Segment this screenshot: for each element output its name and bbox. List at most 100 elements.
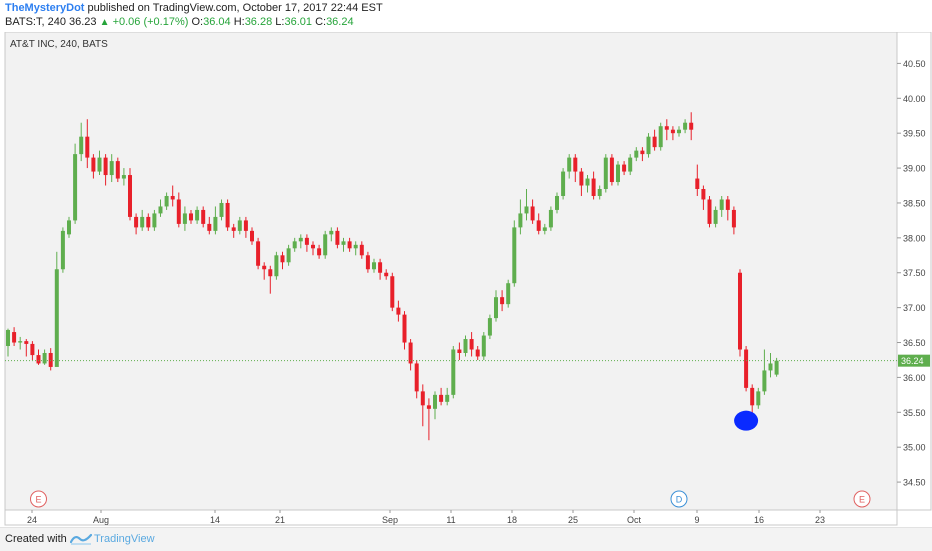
candle-body	[744, 349, 749, 388]
candle-body	[750, 387, 755, 406]
y-tick-label: 36.50	[903, 338, 926, 348]
candle-body	[506, 283, 511, 305]
x-tick-label: Oct	[627, 515, 642, 525]
candle-body	[54, 269, 59, 367]
candle-body	[445, 394, 450, 402]
candle-body	[304, 237, 309, 245]
y-tick-label: 38.00	[903, 233, 926, 243]
plot-area[interactable]	[4, 32, 898, 511]
candle-body	[457, 349, 462, 353]
candle-body	[152, 213, 157, 228]
candle-body	[372, 262, 376, 270]
x-tick-label: 24	[27, 515, 37, 525]
y-tick-label: 36.00	[903, 373, 926, 383]
x-tick-label: Sep	[382, 515, 398, 525]
x-tick-label: 9	[694, 515, 699, 525]
candle-body	[756, 391, 761, 406]
candle-body	[542, 227, 547, 231]
candle-body	[12, 332, 17, 343]
candle-body	[402, 314, 407, 343]
x-tick-label: 23	[815, 515, 825, 525]
candle-body	[170, 195, 175, 200]
candle-body	[323, 234, 328, 256]
candle-body	[85, 136, 90, 158]
symbol-quote-bar: BATS:T, 240 36.23 ▲ +0.06 (+0.17%) O:36.…	[5, 16, 354, 28]
candle-body	[42, 352, 47, 364]
candle-body	[73, 154, 78, 221]
tradingview-logo-icon[interactable]	[69, 532, 93, 551]
candle-body	[408, 342, 413, 364]
candle-body	[487, 318, 492, 336]
candle-body	[36, 355, 41, 364]
candle-body	[695, 178, 700, 190]
candle-body	[164, 195, 169, 207]
candle-body	[18, 341, 23, 343]
y-tick-label: 34.50	[903, 478, 926, 488]
last-price: 36.23	[69, 16, 97, 28]
y-tick-label: 40.00	[903, 94, 926, 104]
candle-body	[225, 202, 230, 228]
candle-body	[713, 209, 718, 224]
candle-body	[341, 241, 346, 245]
candle-body	[146, 216, 151, 228]
candle-body	[433, 394, 437, 409]
price-change: +0.06 (+0.17%)	[112, 16, 189, 28]
candle-body	[579, 171, 584, 186]
y-tick-label: 39.50	[903, 129, 926, 139]
price-chart[interactable]: AT&T INC, 240, BATS 34.50 35.00 35.50 36.00…	[0, 32, 932, 526]
candle-body	[616, 164, 620, 183]
close-value: 36.24	[326, 16, 354, 28]
tradingview-link[interactable]: TradingView	[94, 533, 155, 545]
candle-body	[207, 223, 212, 231]
candle-body	[365, 255, 370, 270]
x-tick-label: 21	[275, 515, 285, 525]
candle-body	[426, 405, 431, 409]
candle-body	[24, 341, 29, 344]
candle-body	[591, 178, 596, 196]
y-tick-label: 38.50	[903, 198, 926, 208]
author-link[interactable]: TheMysteryDot	[5, 2, 85, 14]
candle-body	[134, 216, 139, 228]
candle-body	[738, 272, 742, 350]
candle-body	[359, 244, 364, 256]
candle-body	[719, 199, 724, 210]
candle-body	[475, 349, 480, 357]
candle-body	[414, 363, 419, 392]
candle-body	[195, 209, 200, 221]
candle-body	[292, 241, 297, 249]
candle-body	[48, 352, 53, 367]
candle-body	[768, 363, 773, 371]
price-axis[interactable]	[896, 32, 932, 511]
candle-body	[103, 157, 108, 176]
x-tick-label: 18	[507, 515, 517, 525]
candle-body	[481, 335, 486, 357]
candle-body	[634, 150, 639, 158]
created-with-text: Created with	[5, 533, 67, 545]
candle-body	[317, 248, 322, 256]
candle-body	[683, 122, 688, 130]
candle-body	[176, 199, 181, 224]
candle-body	[548, 209, 553, 228]
y-tick-label: 35.50	[903, 408, 926, 418]
high-value: 36.28	[244, 16, 273, 28]
candle-body	[121, 175, 126, 179]
candle-body	[262, 265, 267, 270]
candle-body	[451, 349, 456, 395]
low-value: 36.01	[284, 16, 312, 28]
candle-body	[353, 244, 358, 249]
chart-title: AT&T INC, 240, BATS	[10, 39, 108, 50]
candle-body	[536, 220, 541, 231]
candle-body	[707, 199, 712, 224]
candle-body	[463, 339, 468, 353]
y-tick-label: 37.00	[903, 303, 926, 313]
candle-body	[670, 129, 675, 134]
candle-body	[609, 157, 614, 183]
candle-body	[731, 209, 736, 228]
candle-body	[91, 157, 96, 172]
candle-body	[250, 230, 254, 242]
close-label: C:	[315, 16, 327, 28]
candle-body	[256, 241, 261, 266]
candle-body	[701, 189, 706, 200]
candle-body	[469, 339, 474, 350]
candle-body	[243, 220, 248, 231]
